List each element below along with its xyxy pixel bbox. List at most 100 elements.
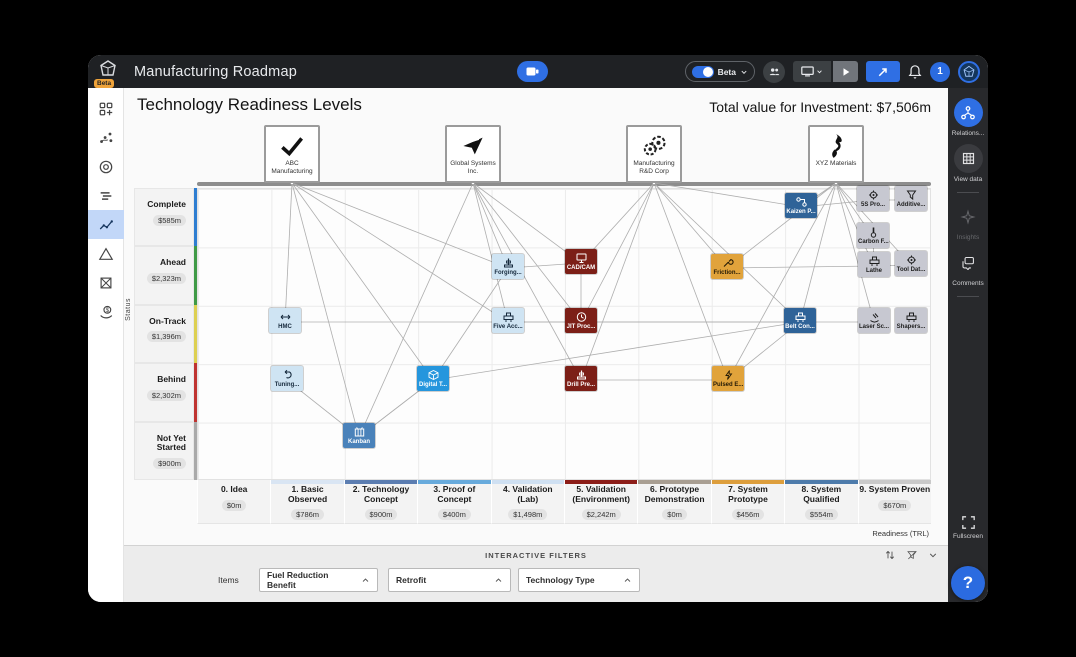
tech-node-fiveacc[interactable]: Five Acc... xyxy=(492,308,524,333)
filter-dropdown-1[interactable]: Retrofit xyxy=(388,568,511,592)
panel-item-relations[interactable]: Relations... xyxy=(951,98,985,137)
company-card-abc[interactable]: ABC Manufacturing xyxy=(264,125,320,183)
node-label: JIT Proc... xyxy=(566,324,596,330)
tech-node-beltcon[interactable]: Belt Con... xyxy=(784,308,816,333)
column-label: 0. Idea xyxy=(220,484,248,494)
tech-node-additive[interactable]: Additive... xyxy=(895,186,927,211)
tech-node-tooldat[interactable]: Tool Dat... xyxy=(895,251,927,276)
status-value-badge: $2,302m xyxy=(146,389,186,401)
sidebar-item-hand-dollar[interactable]: $ xyxy=(88,297,124,326)
sidebar-item-filter-lines[interactable] xyxy=(88,181,124,210)
column-value-badge: $786m xyxy=(291,509,325,520)
column-label: 8. System Qualified xyxy=(801,484,842,504)
tech-node-5s[interactable]: 5S Pro... xyxy=(857,186,889,211)
column-value-badge: $0m xyxy=(662,509,687,520)
tech-node-hmc[interactable]: HMC xyxy=(269,308,301,333)
help-button[interactable]: ? xyxy=(951,566,985,600)
tech-node-lathe[interactable]: Lathe xyxy=(858,252,890,277)
toggle-switch[interactable] xyxy=(691,65,714,78)
status-axis-label: Status xyxy=(125,298,132,321)
chevron-down-icon[interactable] xyxy=(928,550,938,560)
node-machine-icon xyxy=(502,311,515,323)
tech-node-cadcam[interactable]: CAD/CAM xyxy=(565,249,597,274)
play-button[interactable] xyxy=(833,61,858,82)
company-flame-icon xyxy=(827,133,845,159)
column-color-bar xyxy=(638,480,711,484)
status-value-badge: $1,396m xyxy=(146,331,186,343)
column-label: 6. Prototype Demonstration xyxy=(644,484,705,504)
tech-node-tuning[interactable]: Tuning... xyxy=(271,366,303,391)
tech-node-digital[interactable]: Digital T... xyxy=(417,366,449,391)
panel-item-label: Relations... xyxy=(951,130,985,137)
tech-node-laser[interactable]: Laser Sc... xyxy=(858,308,890,333)
company-card-global[interactable]: Global Systems Inc. xyxy=(445,125,501,183)
share-arrow-icon xyxy=(878,67,887,76)
column-label: 1. Basic Observed xyxy=(287,484,328,504)
filter-dropdown-label: Technology Type xyxy=(526,575,595,585)
column-value-badge: $2,242m xyxy=(581,509,621,520)
company-card-mfgrd[interactable]: Manufacturing R&D Corp xyxy=(626,125,682,183)
tech-node-forging[interactable]: Forging... xyxy=(492,254,524,279)
company-name: XYZ Materials xyxy=(815,160,857,167)
tech-node-shapers[interactable]: Shapers... xyxy=(895,308,927,333)
relations-icon xyxy=(960,105,976,121)
panel-item-label: View data xyxy=(953,176,983,183)
tech-node-friction[interactable]: Friction... xyxy=(711,254,743,279)
sidebar-item-warning-triangle[interactable] xyxy=(88,239,124,268)
panel-item-comments[interactable]: Comments xyxy=(952,248,984,287)
screenshot-icon xyxy=(526,67,539,76)
node-flow-icon xyxy=(795,196,808,208)
sidebar-item-box-x[interactable] xyxy=(88,268,124,297)
sidebar-item-line-chart[interactable] xyxy=(88,210,124,239)
company-check-icon xyxy=(278,135,306,157)
user-avatar[interactable] xyxy=(958,60,980,83)
comments-icon xyxy=(960,255,976,270)
present-mode-button[interactable] xyxy=(793,61,831,82)
readiness-axis-label: Readiness (TRL) xyxy=(872,529,929,538)
sidebar-item-scatter-network[interactable] xyxy=(88,123,124,152)
node-gear-icon xyxy=(905,254,918,266)
screenshot-button[interactable] xyxy=(517,61,548,82)
tech-node-drill[interactable]: Drill Pre... xyxy=(565,366,597,391)
swap-vertical-icon[interactable] xyxy=(884,549,896,561)
trl-column-1: 1. Basic Observed $786m xyxy=(270,480,344,524)
sidebar-item-widgets-add[interactable] xyxy=(88,94,124,123)
sidebar-item-target[interactable] xyxy=(88,152,124,181)
column-color-bar xyxy=(271,480,344,484)
status-label: Complete xyxy=(147,199,186,209)
fullscreen-button[interactable]: Fullscreen xyxy=(948,516,988,540)
tech-node-kanban[interactable]: Kanban xyxy=(343,423,375,448)
column-label: 2. Technology Concept xyxy=(352,484,410,504)
warning-triangle-icon xyxy=(98,246,114,262)
node-machine-icon xyxy=(905,311,918,323)
column-color-bar xyxy=(565,480,638,484)
column-label: 5. Validation (Environment) xyxy=(572,484,630,504)
company-card-xyz[interactable]: XYZ Materials xyxy=(808,125,864,183)
node-label: Friction... xyxy=(713,270,741,276)
panel-item-grid[interactable]: View data xyxy=(953,144,983,183)
share-users-button[interactable] xyxy=(763,60,785,83)
node-hand-icon xyxy=(868,311,881,323)
status-color-bar xyxy=(194,188,197,247)
filter-off-icon[interactable] xyxy=(906,549,918,561)
column-value-badge: $456m xyxy=(731,509,765,520)
tech-node-jit[interactable]: JIT Proc... xyxy=(565,308,597,333)
tech-node-kaizen[interactable]: Kaizen P... xyxy=(785,193,817,218)
notification-count-badge[interactable]: 1 xyxy=(930,61,950,82)
node-machine-icon xyxy=(794,311,807,323)
publish-button[interactable] xyxy=(866,61,900,82)
filter-dropdown-2[interactable]: Technology Type xyxy=(518,568,640,592)
avatar-logo-icon xyxy=(963,65,975,77)
notifications-button[interactable] xyxy=(908,64,922,79)
app-logo[interactable]: Beta xyxy=(94,59,122,88)
tech-node-pulsed[interactable]: Pulsed E... xyxy=(712,366,744,391)
tech-node-carbon[interactable]: Carbon F... xyxy=(857,223,889,248)
fullscreen-label: Fullscreen xyxy=(953,533,983,540)
filters-header: INTERACTIVE FILTERS xyxy=(485,551,587,560)
target-icon xyxy=(98,159,114,175)
beta-toggle[interactable]: Beta xyxy=(684,61,755,82)
scatter-network-icon xyxy=(98,130,114,146)
node-label: Kaizen P... xyxy=(786,209,816,215)
filter-dropdown-0[interactable]: Fuel Reduction Benefit xyxy=(259,568,378,592)
node-label: Pulsed E... xyxy=(713,382,744,388)
